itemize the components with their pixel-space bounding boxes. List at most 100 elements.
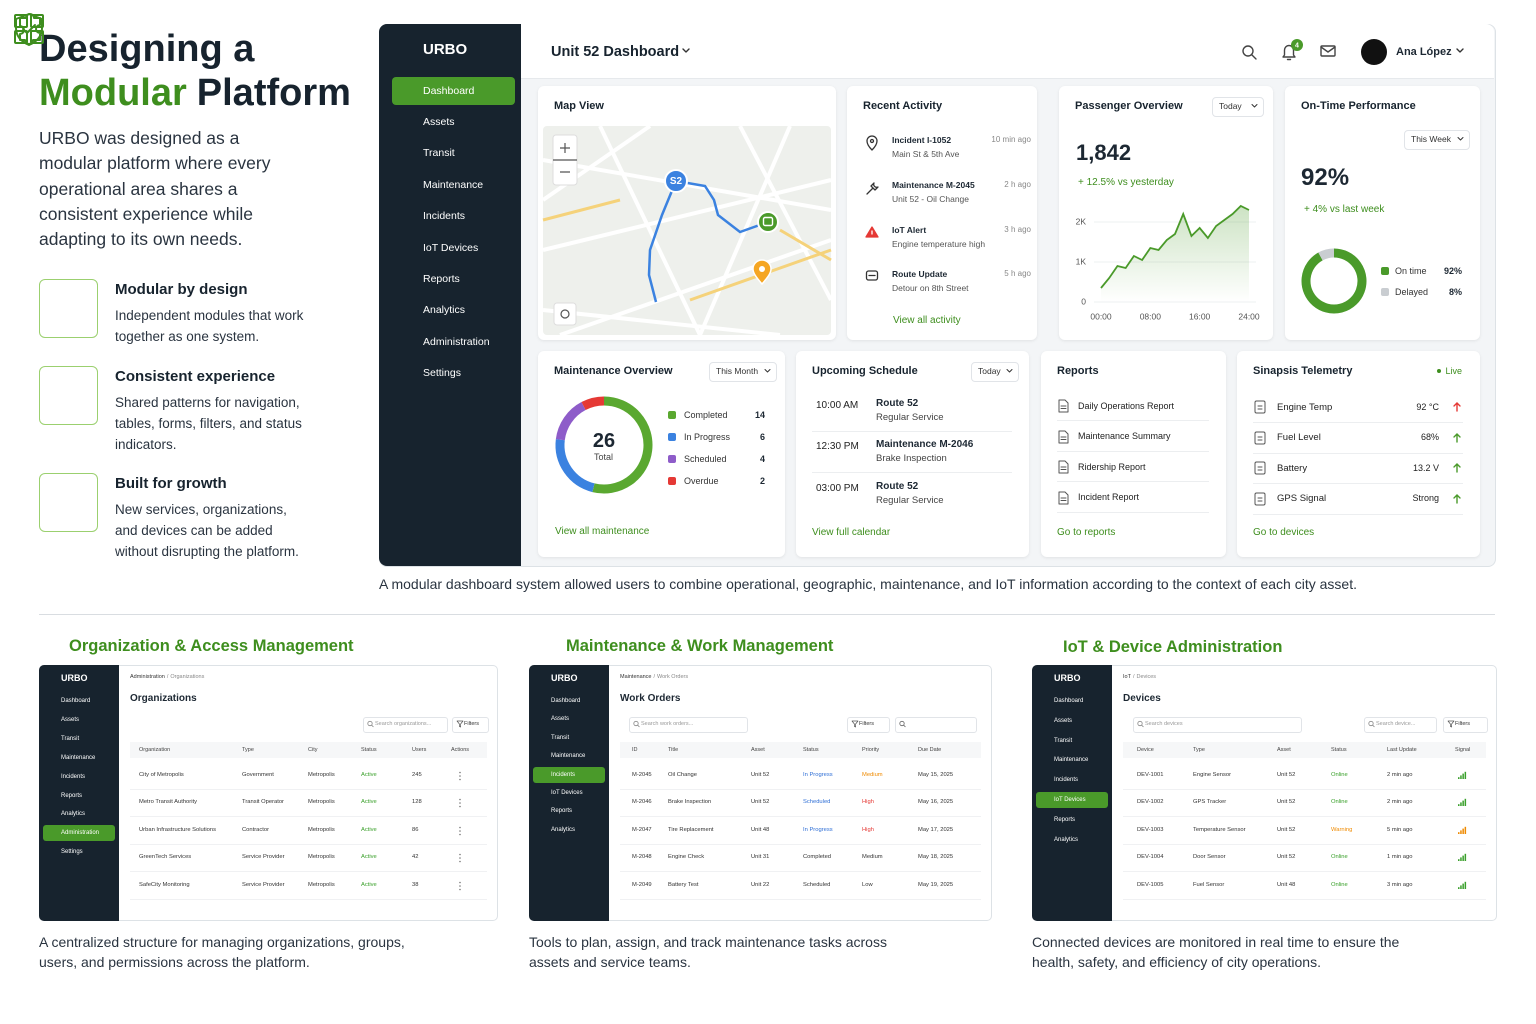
filter-label[interactable]: Today	[1219, 101, 1242, 111]
screen-nav-item[interactable]: Incidents	[61, 773, 86, 780]
card-link[interactable]: View all maintenance	[555, 526, 650, 537]
search-box[interactable]	[895, 717, 977, 733]
report-name[interactable]: Ridership Report	[1078, 461, 1146, 472]
screen-nav-item[interactable]: Analytics	[551, 826, 576, 833]
locate-glyph	[560, 309, 570, 319]
search-placeholder[interactable]: Search work orders...	[641, 720, 694, 727]
screen-title: Work Orders	[620, 693, 681, 704]
nav-item[interactable]: Dashboard	[423, 84, 475, 97]
screen-nav-item[interactable]: Maintenance	[551, 753, 586, 760]
table-cell: DEV-1005	[1137, 881, 1164, 888]
row-separator	[130, 843, 487, 845]
screen-nav-item[interactable]: Reports	[1054, 816, 1076, 823]
filter-label[interactable]: Filters	[1455, 720, 1470, 727]
card-link[interactable]: View all activity	[893, 315, 961, 326]
filter-button[interactable]	[452, 717, 489, 733]
report-name[interactable]: Daily Operations Report	[1078, 400, 1175, 411]
nav-item[interactable]: IoT Devices	[423, 241, 479, 254]
screen-nav-item[interactable]: Transit	[1054, 737, 1073, 744]
filter-pill[interactable]	[971, 362, 1019, 382]
search-box[interactable]	[1133, 717, 1302, 733]
search-box[interactable]	[363, 717, 448, 733]
signal-bar	[1464, 826, 1467, 834]
card-link[interactable]: View full calendar	[812, 527, 891, 538]
card	[796, 351, 1029, 557]
filter-label[interactable]: This Week	[1411, 134, 1451, 144]
chevron	[1251, 104, 1258, 108]
nav-item[interactable]: Reports	[423, 272, 460, 285]
card-link[interactable]: Go to reports	[1057, 527, 1116, 538]
filter-pill[interactable]	[1404, 130, 1470, 150]
filter-label[interactable]: This Month	[716, 366, 759, 376]
filter-label[interactable]: Today	[978, 366, 1001, 376]
screen-nav-item[interactable]: Dashboard	[551, 698, 581, 704]
screen-nav-item[interactable]: Incidents	[551, 771, 576, 778]
legend-dot	[668, 433, 676, 441]
table-cell: M-2047	[632, 826, 652, 833]
map-road	[541, 124, 652, 202]
telemetry-value: Strong	[1412, 493, 1439, 503]
schedule-title: Route 52	[876, 398, 919, 409]
screen-nav-item[interactable]: Maintenance	[61, 754, 96, 761]
screen-nav-item[interactable]: Dashboard	[1054, 698, 1084, 704]
table-cell: Active	[361, 881, 377, 888]
screen-nav-item[interactable]: Analytics	[61, 811, 86, 818]
screen-nav-item[interactable]: IoT Devices	[1054, 797, 1086, 803]
signal-bar	[1460, 775, 1462, 779]
screen-nav-item[interactable]: Transit	[61, 735, 80, 742]
screen-nav-item[interactable]: Reports	[551, 808, 573, 815]
activity-time: 2 h ago	[1004, 180, 1031, 189]
search-box[interactable]	[629, 717, 748, 733]
legend-label: Delayed	[1395, 286, 1429, 297]
report-icon-glyph	[1058, 399, 1069, 413]
table-cell: Online	[1331, 854, 1348, 861]
search-placeholder[interactable]: Search device...	[1376, 720, 1416, 727]
y-tick-label: 2K	[1076, 216, 1087, 226]
schedule-detail: Regular Service	[876, 495, 944, 506]
nav-item[interactable]: Transit	[423, 147, 455, 160]
table-cell: Metropolis	[308, 772, 335, 778]
search-placeholder[interactable]: Search organizations...	[375, 720, 432, 727]
screen-nav-item[interactable]: Assets	[61, 716, 80, 723]
screen-nav-item[interactable]: Dashboard	[61, 698, 91, 704]
nav-item[interactable]: Settings	[423, 367, 461, 380]
screen-nav-item[interactable]: Assets	[551, 716, 570, 723]
screen-nav-item[interactable]: IoT Devices	[551, 790, 583, 796]
report-name[interactable]: Incident Report	[1078, 492, 1140, 502]
search-placeholder[interactable]: Search devices	[1145, 720, 1183, 727]
filter-button[interactable]	[847, 717, 890, 733]
table-cell: Active	[361, 854, 377, 861]
filter-pill[interactable]	[1212, 97, 1264, 117]
search-icon	[367, 720, 374, 728]
screen-nav-item[interactable]: Incidents	[1054, 777, 1079, 784]
screen-nav-item[interactable]: Settings	[61, 849, 83, 856]
column-header: Type	[1193, 746, 1205, 753]
header	[521, 24, 1494, 79]
screen-nav-item[interactable]: Administration	[61, 830, 100, 837]
nav-item[interactable]: Administration	[423, 335, 490, 348]
screen-nav-item[interactable]: Analytics	[1054, 836, 1079, 843]
report-name[interactable]: Maintenance Summary	[1078, 431, 1171, 441]
breadcrumb: IoT / Devices	[1123, 674, 1156, 681]
row-separator	[130, 898, 487, 900]
telemetry-icon-glyph	[1254, 461, 1266, 475]
filter-label[interactable]: Filters	[464, 720, 479, 727]
section-caption: Connected devices are monitored in real …	[1032, 934, 1400, 970]
nav-item[interactable]: Assets	[423, 115, 455, 128]
filter-label[interactable]: Filters	[859, 720, 874, 727]
search-box[interactable]	[1364, 717, 1437, 733]
screen-nav-item[interactable]: Transit	[551, 734, 570, 741]
filter-pill[interactable]	[709, 362, 777, 382]
filter-button[interactable]	[1443, 717, 1488, 733]
screen-nav-item[interactable]: Assets	[1054, 717, 1073, 724]
screen-nav-item[interactable]: Maintenance	[1054, 757, 1089, 764]
screen-nav-item[interactable]: Reports	[61, 792, 83, 799]
bell-icon-glyph	[1282, 44, 1296, 61]
nav-item[interactable]: Analytics	[423, 304, 466, 317]
signal-bar	[1458, 831, 1460, 834]
card-link[interactable]: Go to devices	[1253, 527, 1315, 538]
table-cell: Unit 31	[751, 854, 770, 861]
nav-item[interactable]: Incidents	[423, 210, 466, 223]
feature-text: Shared patterns for navigation, tables, …	[115, 395, 302, 452]
nav-item[interactable]: Maintenance	[423, 178, 484, 191]
